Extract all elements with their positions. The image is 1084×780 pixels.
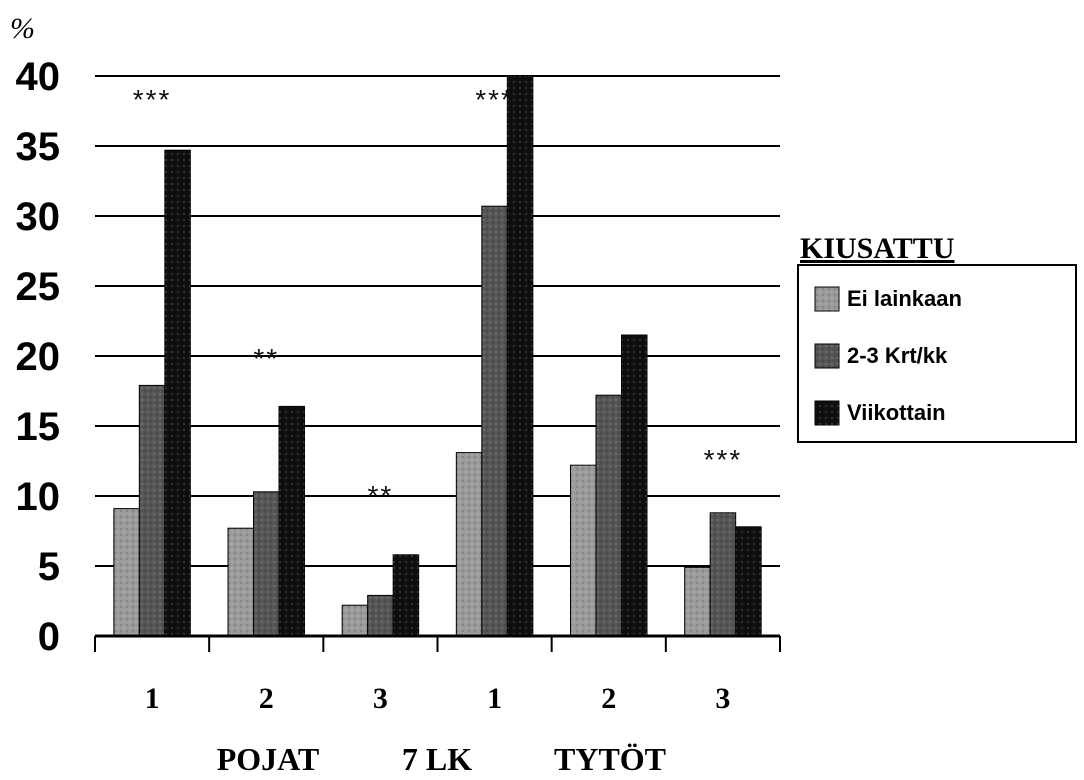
legend-swatch-texture: [815, 344, 839, 368]
group-labels: POJAT 7 LK TYTÖT: [217, 741, 666, 777]
group-label-tytot: TYTÖT: [554, 741, 666, 777]
bar-texture: [393, 554, 419, 636]
y-tick-label: 15: [16, 405, 61, 449]
bar-texture: [621, 335, 647, 636]
legend-label: Ei lainkaan: [847, 286, 962, 311]
x-axis: [94, 634, 781, 652]
significance-marker: ***: [704, 444, 743, 475]
legend-label: Viikottain: [847, 400, 946, 425]
x-tick-label: 2: [259, 682, 274, 715]
significance-marker: ***: [475, 84, 514, 115]
bar-texture: [367, 595, 394, 636]
y-tick-label: 0: [38, 615, 60, 659]
legend-swatch-texture: [815, 287, 839, 311]
bar-texture: [228, 528, 254, 636]
x-tick-label: 2: [601, 682, 616, 715]
bar-texture: [507, 76, 533, 636]
bar-texture: [481, 206, 508, 636]
legend-title: KIUSATTU: [800, 232, 954, 265]
bar-texture: [113, 508, 140, 636]
significance-marker: **: [253, 343, 279, 374]
bar-texture: [570, 465, 596, 636]
bar-texture: [342, 605, 368, 636]
x-tick-label: 1: [145, 682, 160, 715]
bar-texture: [684, 567, 711, 636]
bar-texture: [164, 150, 191, 636]
group-label-pojat: POJAT: [217, 741, 320, 777]
unit-label: %: [10, 12, 35, 45]
y-tick-label: 35: [16, 125, 61, 169]
bar-texture: [139, 385, 165, 636]
group-label-grade: 7 LK: [402, 741, 472, 777]
legend-box: [797, 264, 1077, 443]
significance-annotations: *************: [133, 84, 743, 511]
gridlines: [95, 75, 780, 637]
bar-texture: [456, 452, 482, 636]
bar-texture: [279, 406, 305, 636]
x-tick-label: 3: [373, 682, 388, 715]
bar-texture: [253, 491, 279, 636]
bar-texture: [710, 512, 736, 636]
legend-label: 2-3 Krt/kk: [847, 343, 948, 368]
y-tick-label: 30: [16, 195, 61, 239]
y-tick-label: 40: [16, 55, 61, 99]
y-tick-label: 5: [38, 545, 60, 589]
x-tick-label: 1: [487, 682, 502, 715]
significance-marker: **: [368, 480, 394, 511]
y-tick-label: 25: [16, 265, 61, 309]
y-tick-label: 10: [16, 475, 61, 519]
bar-texture: [735, 526, 762, 636]
y-axis-ticks: 0 5 10 15 20 25 30 35 40: [16, 55, 61, 659]
y-tick-label: 20: [16, 335, 61, 379]
bar-texture: [596, 395, 622, 636]
legend: KIUSATTU Ei lainkaan 2-3 Krt/kk Viikottain: [797, 232, 1077, 443]
x-tick-label: 3: [715, 682, 730, 715]
x-axis-ticks: 1 2 3 1 2 3: [145, 682, 731, 715]
significance-marker: ***: [133, 84, 172, 115]
legend-swatch-texture: [815, 401, 839, 425]
